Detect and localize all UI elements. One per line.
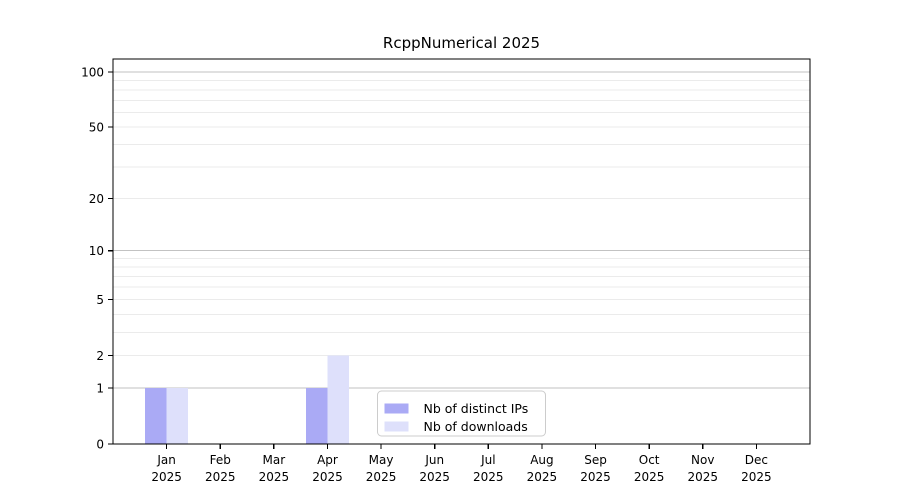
chart-title: RcppNumerical 2025 [383,34,540,52]
legend-swatch-1 [384,421,409,432]
x-tick-label-year: 2025 [527,470,558,484]
legend-label-1: Nb of downloads [424,419,528,434]
x-tick-label-month: Sep [584,453,607,467]
y-tick-label: 10 [89,244,104,258]
legend: Nb of distinct IPs Nb of downloads [377,390,546,437]
x-tick-label-year: 2025 [741,470,772,484]
x-tick-label-year: 2025 [580,470,611,484]
plot-area: 0 1 2 5 10 20 50 100 Jan 2025 Feb 2025 Mar 2025 Apr 202… [81,58,811,484]
bar-nb-of-distinct-ips-apr [306,388,328,444]
x-tick-label-month: Apr [317,453,338,467]
x-tick-label-year: 2025 [419,470,450,484]
bar-nb-of-downloads-jan [166,388,189,444]
x-tick-label-month: Nov [691,453,714,467]
y-tick-label: 0 [96,438,104,452]
x-tick-label-year: 2025 [205,470,236,484]
x-tick-label-month: Jan [156,453,176,467]
bar-nb-of-distinct-ips-jan [145,388,167,444]
x-tick-label-year: 2025 [634,470,665,484]
x-tick-label-month: Mar [263,453,286,467]
legend-box [377,390,546,437]
y-tick-label: 20 [89,192,104,206]
y-tick-label: 50 [89,121,104,135]
x-tick-label-year: 2025 [259,470,290,484]
x-tick-label-month: Jun [424,453,444,467]
x-tick-label-year: 2025 [366,470,397,484]
legend-swatch-0 [384,403,409,414]
y-tick-label: 2 [96,349,104,363]
x-tick-label-year: 2025 [687,470,718,484]
x-tick-label-month: Dec [745,453,768,467]
x-tick-label-year: 2025 [151,470,182,484]
x-tick-label-month: Oct [639,453,660,467]
y-tick-label: 1 [96,382,104,396]
x-tick-label-year: 2025 [473,470,504,484]
y-tick-label: 100 [81,66,104,80]
x-tick-label-year: 2025 [312,470,343,484]
x-tick-label-month: Aug [530,453,553,467]
x-tick-label-month: Jul [480,453,495,467]
legend-label-0: Nb of distinct IPs [424,401,529,416]
x-tick-label-month: Feb [210,453,231,467]
bar-nb-of-downloads-apr [327,355,349,444]
y-tick-label: 5 [96,293,104,307]
x-tick-label-month: May [369,453,394,467]
plot-border [112,58,811,445]
